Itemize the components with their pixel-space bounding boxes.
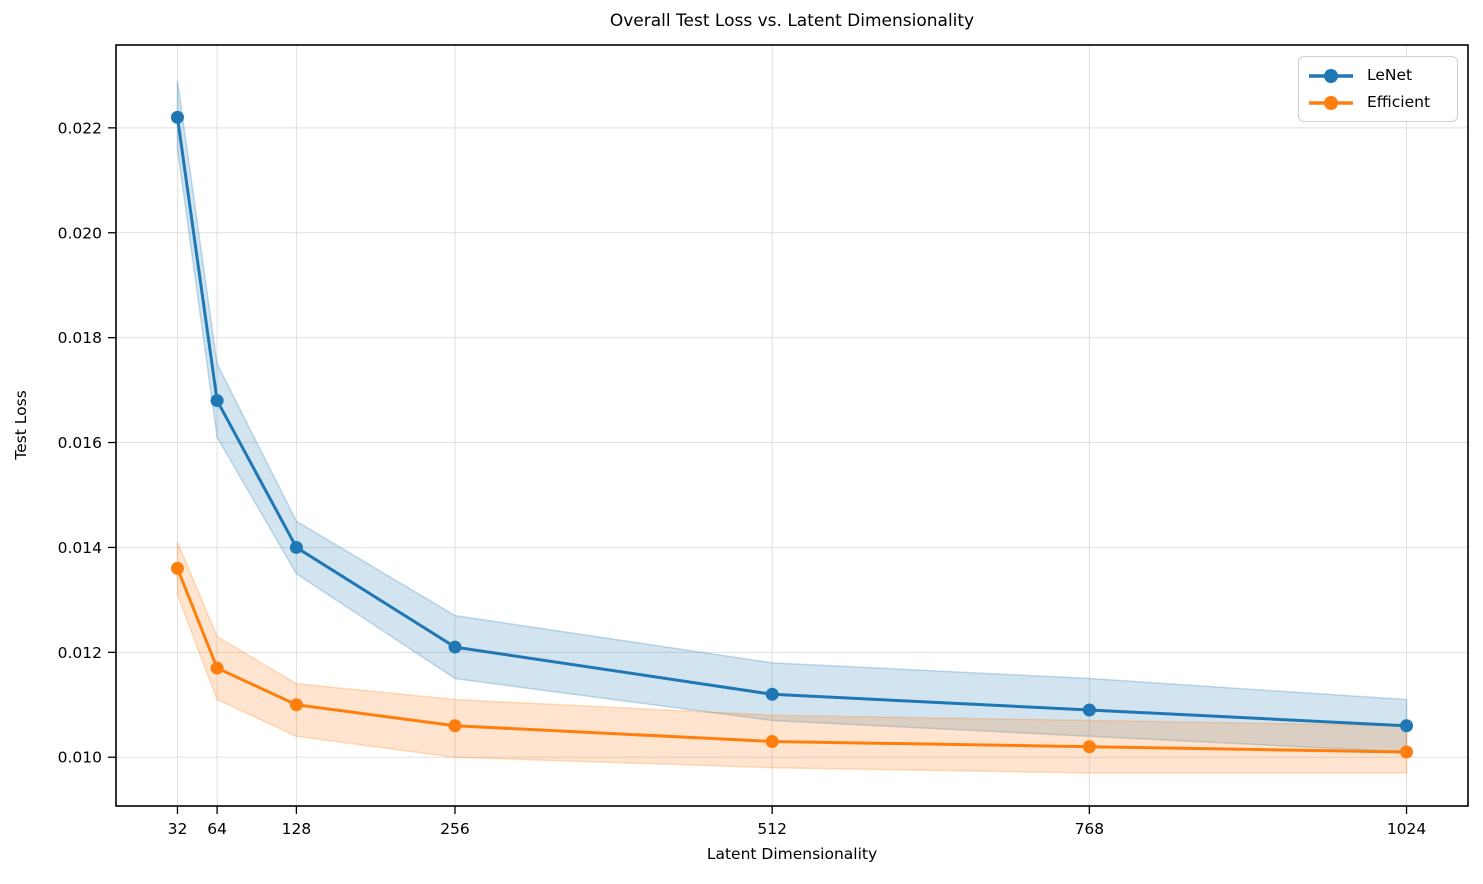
confidence-band-lenet — [176, 80, 1408, 753]
lenet-line-sample-icon — [1309, 68, 1353, 83]
axes-spines — [115, 44, 1469, 807]
legend-label-efficient: Efficient — [1367, 92, 1431, 111]
x-tick-label-64: 64 — [207, 820, 227, 838]
y-tick-label-0.010: 0.010 — [58, 749, 102, 767]
x-tick-label-32: 32 — [168, 820, 188, 838]
legend-label-lenet: LeNet — [1367, 65, 1413, 84]
data-point-efficient-32 — [170, 561, 184, 575]
y-tick-label-0.020: 0.020 — [58, 224, 102, 242]
y-tick-label-0.012: 0.012 — [58, 644, 102, 662]
data-point-efficient-512 — [765, 734, 779, 748]
y-axis-label: Test Loss — [12, 390, 30, 460]
legend-item-efficient: Efficient — [1307, 90, 1447, 116]
data-point-lenet-256 — [448, 640, 462, 654]
x-axis-label: Latent Dimensionality — [706, 845, 878, 863]
data-point-lenet-1024 — [1400, 719, 1414, 733]
data-point-efficient-256 — [448, 719, 462, 733]
x-tick-label-256: 256 — [440, 820, 470, 838]
data-point-lenet-128 — [289, 540, 303, 554]
data-point-lenet-64 — [210, 394, 224, 408]
chart-title: Overall Test Loss vs. Latent Dimensional… — [609, 11, 975, 31]
efficient-line-sample-icon — [1309, 95, 1353, 110]
x-tick-label-768: 768 — [1075, 820, 1105, 838]
data-point-lenet-32 — [170, 110, 184, 124]
data-point-efficient-1024 — [1400, 745, 1414, 759]
x-tick-label-128: 128 — [282, 820, 312, 838]
data-point-lenet-768 — [1082, 703, 1096, 717]
y-tick-label-0.018: 0.018 — [58, 329, 102, 347]
confidence-band-efficient — [176, 541, 1408, 774]
x-tick-label-1024: 1024 — [1387, 820, 1426, 838]
data-point-efficient-128 — [289, 698, 303, 712]
legend: LeNet Efficient — [1298, 56, 1458, 122]
data-point-lenet-512 — [765, 687, 779, 701]
data-point-efficient-64 — [210, 661, 224, 675]
legend-item-lenet: LeNet — [1307, 63, 1447, 89]
y-tick-label-0.016: 0.016 — [58, 434, 102, 452]
data-point-efficient-768 — [1082, 740, 1096, 754]
series-line-lenet — [175, 117, 1407, 728]
y-tick-label-0.022: 0.022 — [58, 119, 102, 137]
x-tick-label-512: 512 — [757, 820, 787, 838]
y-tick-label-0.014: 0.014 — [58, 539, 102, 557]
